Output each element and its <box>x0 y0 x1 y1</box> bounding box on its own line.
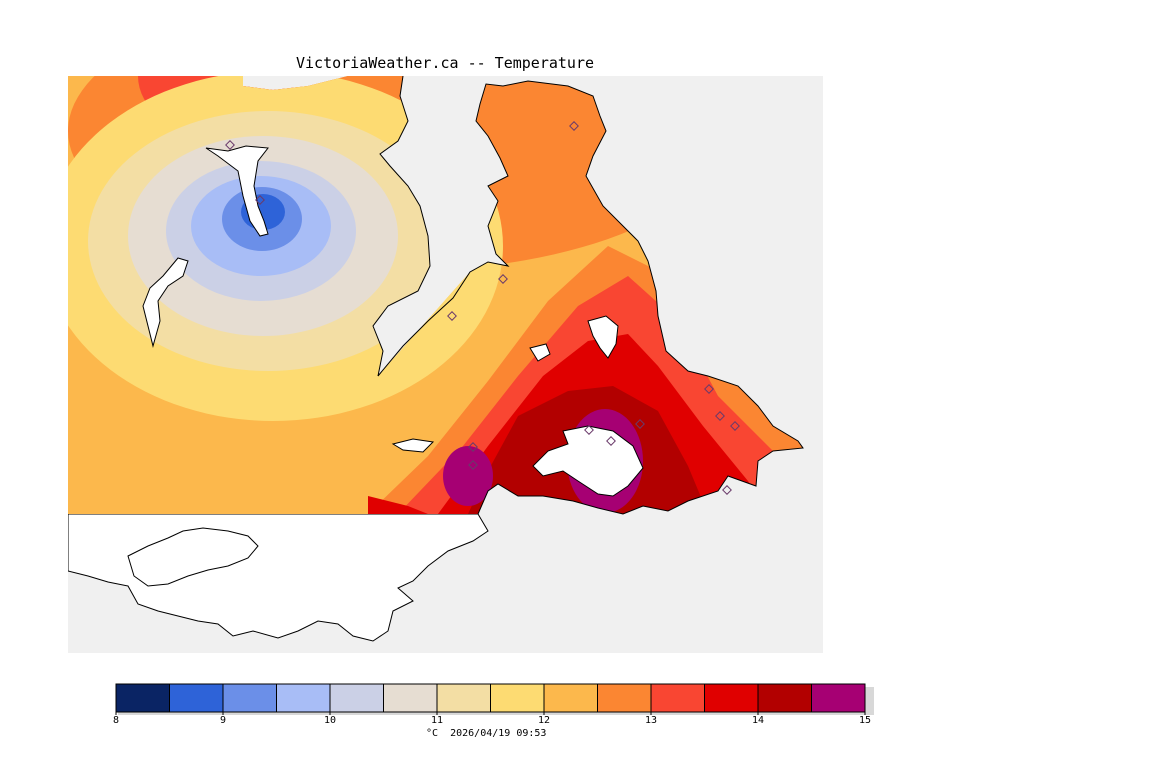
station-marker[interactable] <box>606 436 616 446</box>
legend-footer: °C 2026/04/19 09:53 <box>426 728 546 739</box>
legend-swatch <box>650 683 705 713</box>
legend-swatch <box>597 683 652 713</box>
temperature-map <box>68 76 823 653</box>
station-marker[interactable] <box>468 442 478 452</box>
station-marker[interactable] <box>704 384 714 394</box>
legend-swatch <box>383 683 438 713</box>
legend-tick-label: 8 <box>113 715 119 724</box>
lake-outline <box>587 315 619 359</box>
harbour-inlet <box>532 425 644 497</box>
legend-swatch <box>490 683 545 713</box>
legend-tick-label: 15 <box>859 715 871 724</box>
station-marker[interactable] <box>635 419 645 429</box>
legend-swatch <box>543 683 598 713</box>
legend-swatch <box>115 683 170 713</box>
station-marker[interactable] <box>255 195 265 205</box>
legend-tick-label: 14 <box>752 715 764 724</box>
legend-tick-label: 11 <box>431 715 443 724</box>
legend-ticks: 8 9 10 11 12 13 14 15 <box>113 712 871 724</box>
legend-unit: °C <box>426 728 439 739</box>
station-marker[interactable] <box>722 485 732 495</box>
weather-stations <box>225 121 740 495</box>
legend-swatch <box>222 683 277 713</box>
lake-outline-2 <box>529 343 551 362</box>
coastline <box>372 76 431 377</box>
legend-swatch <box>329 683 384 713</box>
island-coastline <box>205 145 269 237</box>
map-title: VictoriaWeather.ca -- Temperature <box>296 54 595 72</box>
legend-swatch <box>276 683 331 713</box>
station-marker[interactable] <box>569 121 579 131</box>
legend-swatch <box>436 683 491 713</box>
west-island-coastline <box>142 257 189 348</box>
legend-tick-label: 13 <box>645 715 657 724</box>
station-marker[interactable] <box>498 274 508 284</box>
legend-tick-label: 9 <box>220 715 226 724</box>
timestamp: 2026/04/19 09:53 <box>450 728 547 739</box>
legend-swatch <box>704 683 759 713</box>
station-marker[interactable] <box>584 425 594 435</box>
station-marker[interactable] <box>730 421 740 431</box>
station-marker[interactable] <box>468 460 478 470</box>
station-marker[interactable] <box>715 411 725 421</box>
legend-swatch <box>757 683 812 713</box>
peninsula-coastline <box>377 80 804 515</box>
legend-tick-label: 10 <box>324 715 336 724</box>
station-marker[interactable] <box>447 311 457 321</box>
legend-swatch <box>169 683 224 713</box>
inlet-channel <box>391 438 435 453</box>
southern-coast-detail <box>127 527 259 587</box>
color-legend: 8 9 10 11 12 13 14 15 <box>113 683 874 724</box>
legend-swatch <box>811 683 866 713</box>
station-marker[interactable] <box>225 140 235 150</box>
legend-tick-label: 12 <box>538 715 550 724</box>
legend-swatches <box>115 683 866 713</box>
